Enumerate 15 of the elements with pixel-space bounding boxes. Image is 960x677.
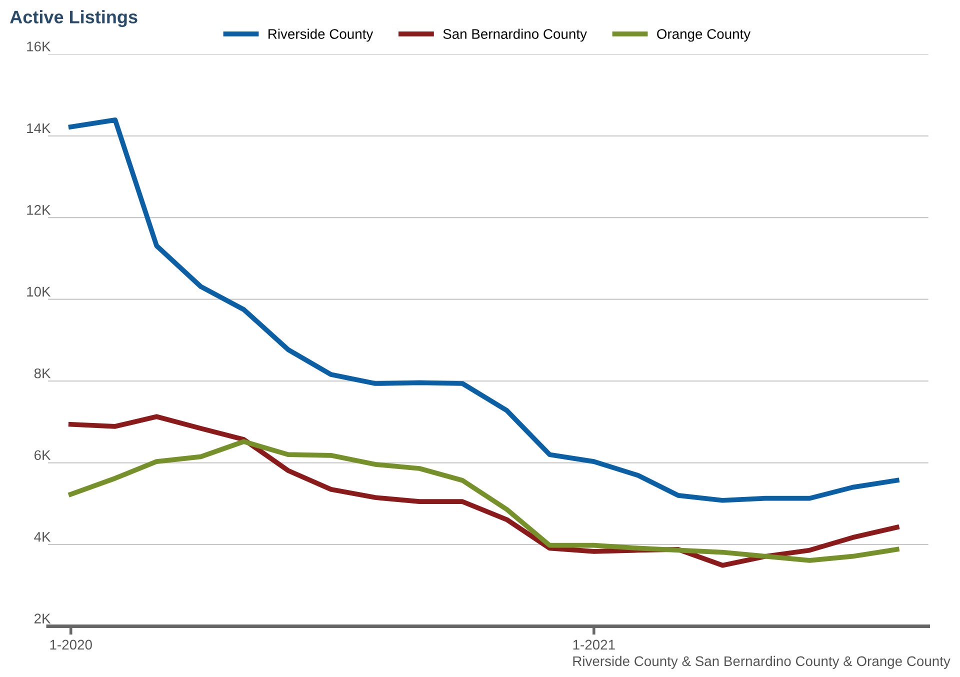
x-tick-label: 1-2021 [573, 640, 615, 650]
legend-label: San Bernardino County [443, 28, 587, 42]
y-tick-label: 10K [27, 286, 51, 297]
y-tick-label: 14K [27, 123, 51, 133]
chart-title: Active Listings [10, 10, 138, 28]
y-tick-label: 8K [34, 368, 51, 378]
legend-label: Riverside County [268, 28, 374, 42]
y-tick-label: 2K [34, 614, 51, 624]
y-tick-label: 6K [34, 450, 51, 460]
y-tick-label: 12K [27, 205, 51, 215]
y-tick-label: 4K [34, 532, 51, 542]
x-tick-label: 1-2020 [50, 640, 92, 650]
text: Riverside County & San Bernardino County & Orange County [573, 656, 950, 669]
legend-label: Orange County [657, 29, 751, 42]
y-tick-label: 16K [27, 42, 51, 52]
